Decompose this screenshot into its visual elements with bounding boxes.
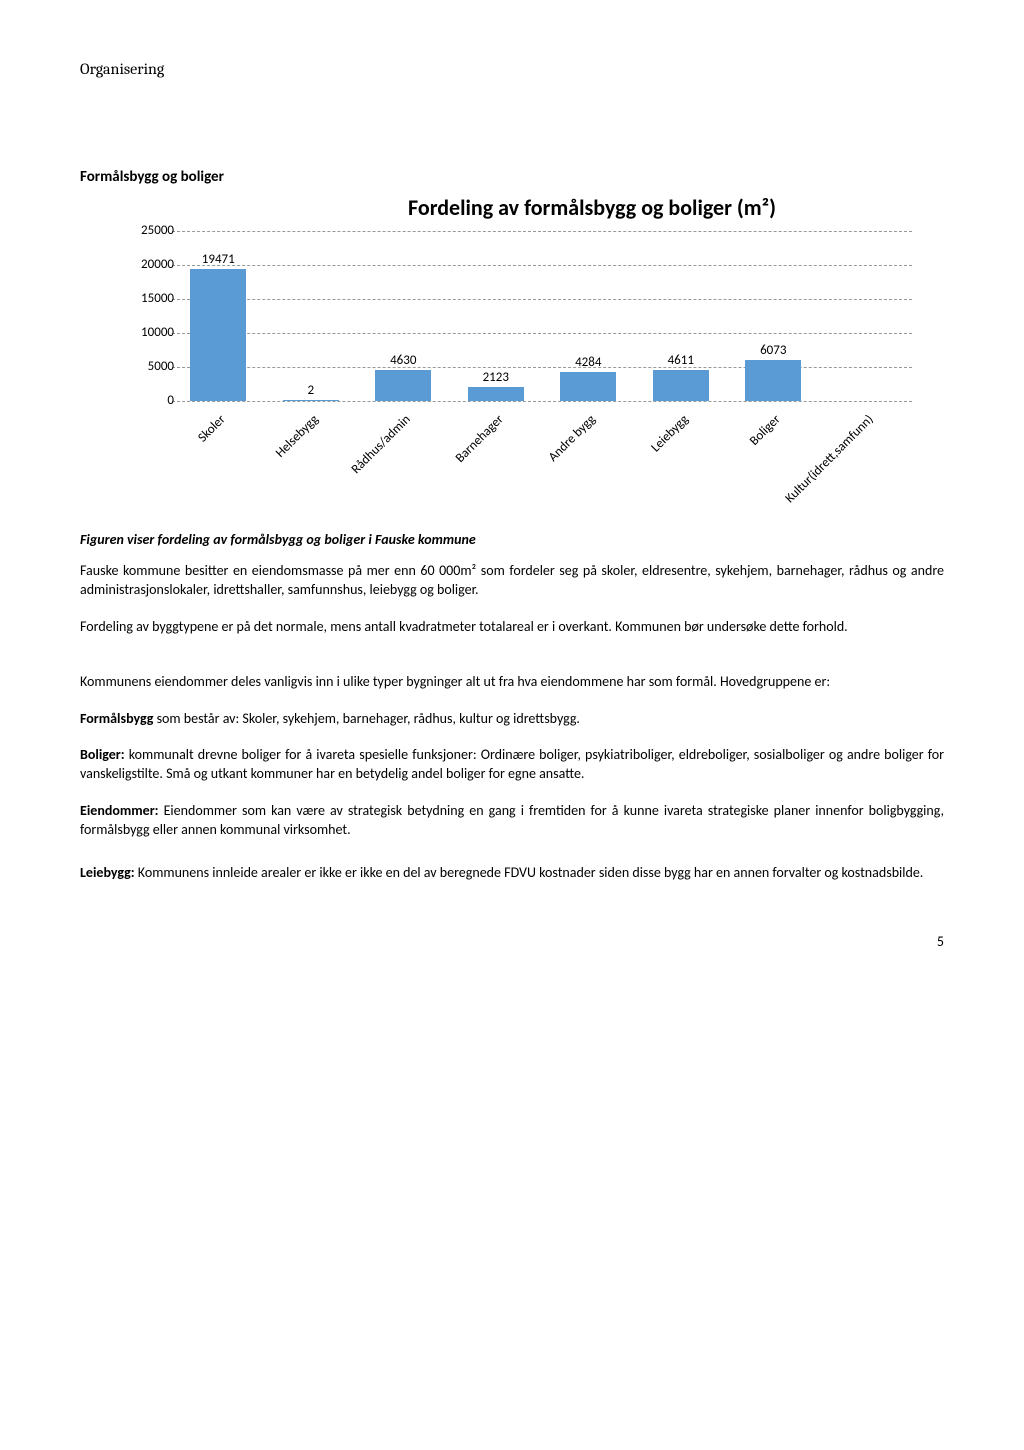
bar xyxy=(468,387,524,401)
body-paragraph: Eiendommer: Eiendommer som kan være av s… xyxy=(80,802,944,840)
body-paragraph: Formålsbygg som består av: Skoler, sykeh… xyxy=(80,710,944,729)
y-tick: 25000 xyxy=(114,223,174,238)
y-tick: 20000 xyxy=(114,257,174,272)
section-title: Formålsbygg og boliger xyxy=(80,168,944,186)
term-lead: Eiendommer: xyxy=(80,802,159,819)
term-lead: Formålsbygg xyxy=(80,710,153,727)
bar xyxy=(560,372,616,401)
bar-value-label: 4284 xyxy=(552,355,624,370)
bar-value-label: 2123 xyxy=(460,370,532,385)
x-category-label: Helsebygg xyxy=(212,412,322,522)
body-paragraph: Fordeling av byggtypene er på det normal… xyxy=(80,618,944,637)
term-rest: kommunalt drevne boliger for å ivareta s… xyxy=(80,746,944,782)
bar-value-label: 4611 xyxy=(645,353,717,368)
body-paragraph: Fauske kommune besitter en eiendomsmasse… xyxy=(80,562,944,600)
term-rest: som består av: Skoler, sykehjem, barneha… xyxy=(153,710,580,727)
bar xyxy=(283,400,339,401)
body-paragraph: Leiebygg: Kommunens innleide arealer er … xyxy=(80,864,944,883)
term-lead: Boliger: xyxy=(80,746,125,763)
page-number: 5 xyxy=(80,933,944,950)
bar-value-label: 4630 xyxy=(367,353,439,368)
page-header: Organisering xyxy=(80,60,944,78)
figure-caption: Figuren viser fordeling av formålsbygg o… xyxy=(80,531,944,548)
term-rest: Eiendommer som kan være av strategisk be… xyxy=(80,802,944,838)
y-tick: 10000 xyxy=(114,325,174,340)
x-category-label: Leiebygg xyxy=(582,412,692,522)
y-tick: 5000 xyxy=(114,359,174,374)
term-rest: Kommunens innleide arealer er ikke er ik… xyxy=(135,864,924,881)
x-category-label: Rådhus/admin xyxy=(304,412,414,522)
chart-title: Fordeling av formålsbygg og boliger (m²) xyxy=(240,194,944,221)
body-paragraph: Boliger: kommunalt drevne boliger for å … xyxy=(80,746,944,784)
x-category-label: Kultur(idrett,samfunn) xyxy=(767,412,877,522)
bar xyxy=(653,370,709,401)
x-category-label: Barnehager xyxy=(397,412,507,522)
bar-value-label: 2 xyxy=(275,383,347,398)
bar-value-label: 6073 xyxy=(737,343,809,358)
bar xyxy=(375,370,431,401)
y-tick: 15000 xyxy=(114,291,174,306)
y-tick: 0 xyxy=(114,393,174,408)
bar-chart: 19471246302123428446116073 SkolerHelseby… xyxy=(102,231,922,491)
x-category-label: Andre bygg xyxy=(489,412,599,522)
bar xyxy=(745,360,801,401)
bar xyxy=(190,269,246,401)
bar-value-label: 19471 xyxy=(182,252,254,267)
term-lead: Leiebygg: xyxy=(80,864,135,881)
x-category-label: Boliger xyxy=(674,412,784,522)
body-paragraph: Kommunens eiendommer deles vanligvis inn… xyxy=(80,673,944,692)
x-category-label: Skoler xyxy=(119,412,229,522)
